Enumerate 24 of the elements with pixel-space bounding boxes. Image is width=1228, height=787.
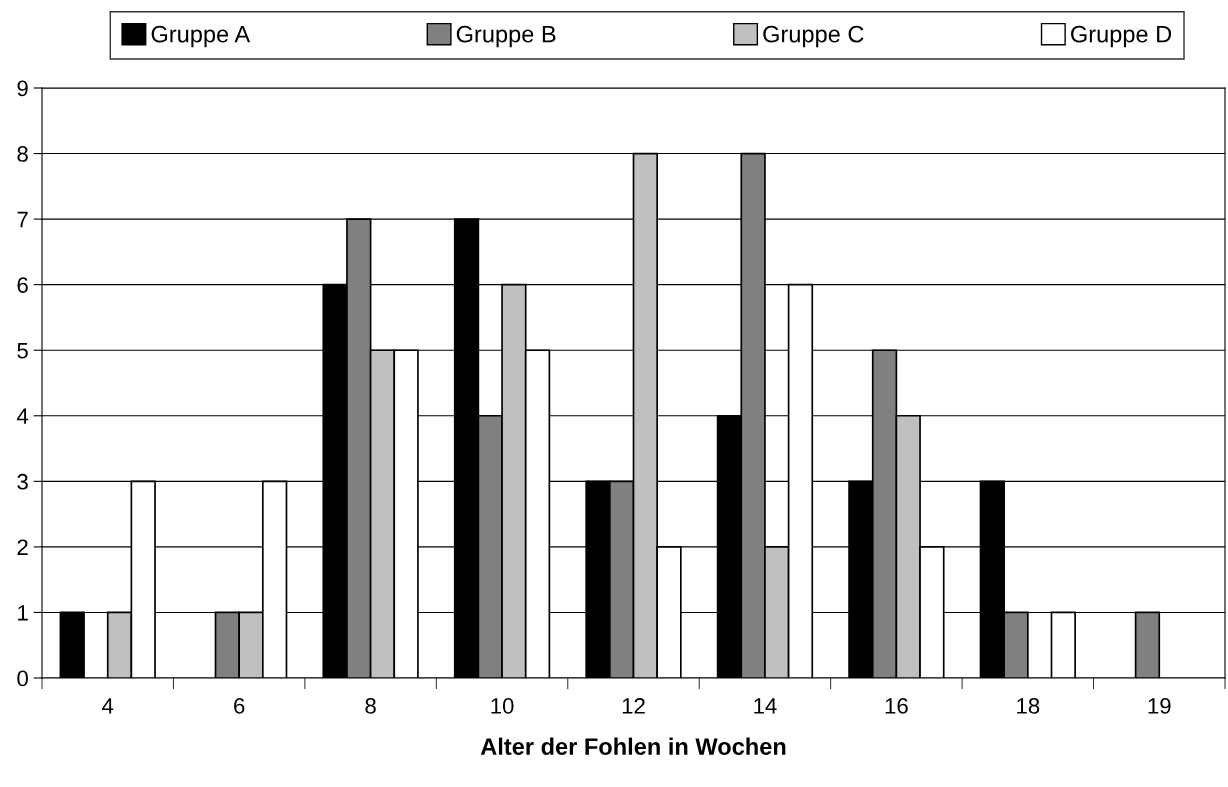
x-tick-label: 18 xyxy=(1017,698,1040,714)
y-tick-label: 7 xyxy=(17,211,28,228)
y-tick-label: 0 xyxy=(17,670,28,687)
x-tick-label: 19 xyxy=(1148,698,1171,714)
x-tick-label: 12 xyxy=(622,698,645,714)
legend-label: Gruppe C xyxy=(763,25,864,48)
y-tick-label: 5 xyxy=(17,342,28,359)
y-tick-label: 9 xyxy=(17,80,28,97)
x-axis-title: Alter der Fohlen in Wochen xyxy=(480,737,786,755)
x-tick-label: 14 xyxy=(754,698,777,714)
x-tick-label: 4 xyxy=(102,698,114,714)
y-tick-label: 1 xyxy=(18,605,28,621)
y-tick-label: 6 xyxy=(17,277,28,293)
y-tick-label: 2 xyxy=(17,539,28,555)
y-tick-label: 8 xyxy=(17,146,28,162)
x-tick-label: 10 xyxy=(491,698,514,714)
legend-label: Gruppe D xyxy=(1071,25,1172,48)
y-tick-label: 3 xyxy=(17,473,28,490)
legend-label: Gruppe A xyxy=(151,25,251,48)
y-tick-label: 4 xyxy=(16,408,29,424)
legend-label: Gruppe B xyxy=(456,25,556,48)
x-tick-label: 8 xyxy=(365,698,376,714)
x-tick-label: 6 xyxy=(234,698,245,714)
x-tick-label: 16 xyxy=(885,698,908,714)
